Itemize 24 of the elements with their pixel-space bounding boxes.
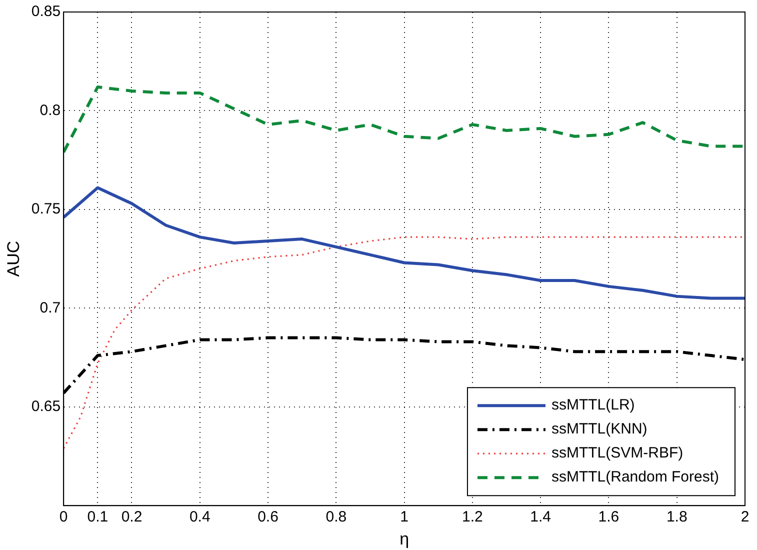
legend-label: ssMTTL(KNN)	[551, 420, 648, 438]
x-tick-label: 1.2	[462, 508, 483, 526]
y-tick-label: 0.65	[31, 398, 61, 416]
y-axis-title: AUC	[4, 240, 23, 277]
x-tick-label: 0.2	[121, 508, 142, 526]
x-tick-label: 1	[400, 508, 408, 526]
x-tick-label: 0.6	[258, 508, 278, 526]
y-tick-label: 0.75	[31, 200, 61, 218]
x-tick-label: 0.1	[87, 508, 108, 526]
x-tick-label: 0.8	[326, 508, 347, 526]
x-axis-title: η	[400, 529, 410, 548]
y-tick-label: 0.85	[31, 3, 61, 20]
y-tick-label: 0.7	[40, 299, 61, 316]
x-tick-label: 1.8	[666, 508, 688, 526]
legend-label: ssMTTL(LR)	[551, 396, 635, 414]
x-tick-label: 0	[59, 508, 68, 526]
legend-label: ssMTTL(Random Forest)	[551, 468, 720, 486]
x-tick-label: 1.6	[598, 508, 620, 526]
x-tick-label: 1.4	[530, 508, 552, 526]
line-series	[64, 86, 745, 154]
y-tick-label: 0.8	[40, 102, 61, 119]
x-tick-label: 2	[740, 508, 750, 526]
legend-label: ssMTTL(SVM-RBF)	[551, 444, 684, 462]
x-tick-label: 0.4	[189, 508, 210, 526]
